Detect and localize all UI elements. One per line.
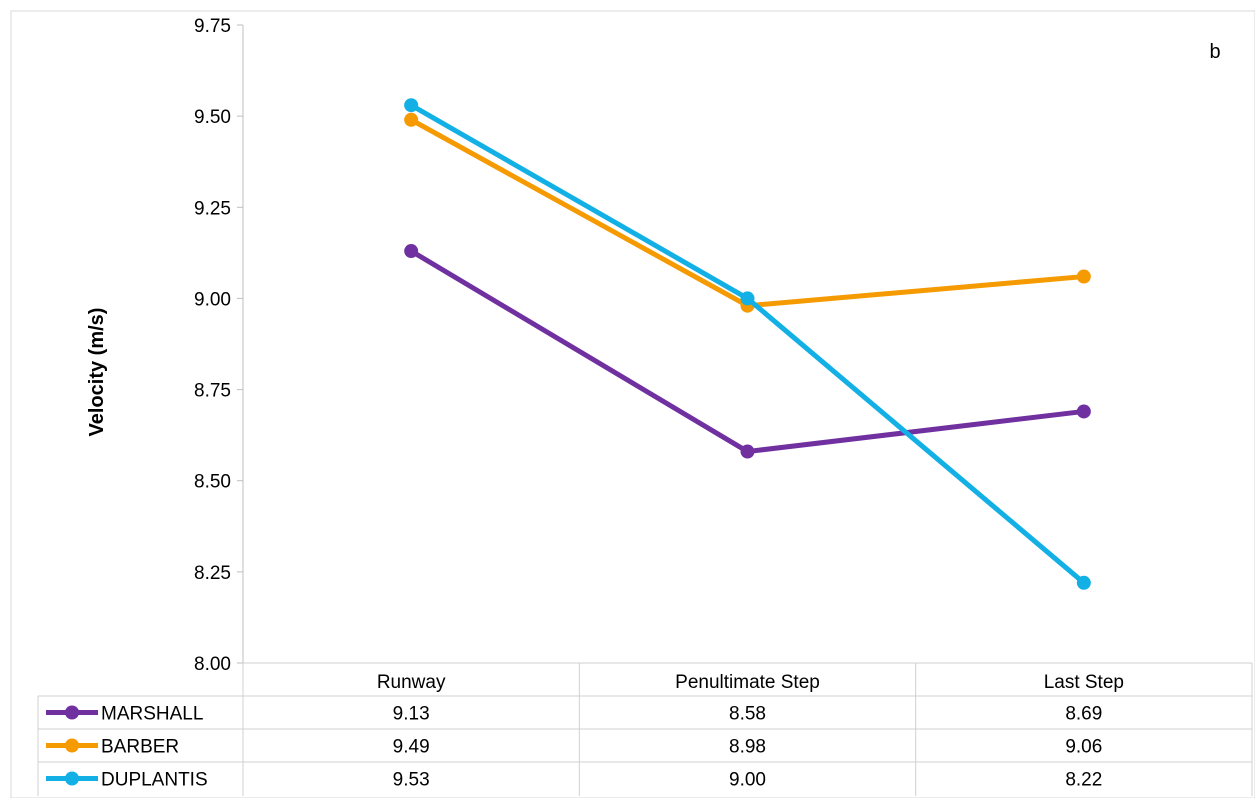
y-tick-label: 8.00 <box>194 654 231 675</box>
y-tick-label: 9.25 <box>194 198 231 219</box>
table-value: 9.13 <box>393 704 430 725</box>
y-tick-label: 8.50 <box>194 472 231 493</box>
y-tick-label: 9.50 <box>194 107 231 128</box>
legend-key-marker <box>65 771 79 786</box>
series-lines <box>404 98 1091 590</box>
data-point-barber <box>1076 269 1091 284</box>
data-table: Runway Penultimate Step Last Step MARSHALL 9… <box>37 662 1253 796</box>
legend-series-name: DUPLANTIS <box>101 770 208 791</box>
table-value: 9.06 <box>1065 737 1102 758</box>
y-axis-title: Velocity (m/s) <box>86 308 108 437</box>
category-label: Penultimate Step <box>675 672 820 693</box>
data-point-duplantis <box>404 98 419 113</box>
table-value: 9.53 <box>393 770 430 791</box>
data-point-duplantis <box>1076 575 1091 590</box>
y-tick-label: 8.25 <box>194 563 231 584</box>
table-value: 8.98 <box>729 737 766 758</box>
category-label: Runway <box>377 672 446 693</box>
legend-key-marker <box>65 705 79 720</box>
legend-key-marker <box>65 738 79 753</box>
data-point-duplantis <box>740 291 755 306</box>
data-point-marshall <box>1076 404 1091 419</box>
y-tick-label: 8.75 <box>194 381 231 402</box>
chart-area-border <box>10 10 1255 798</box>
legend-series-name: MARSHALL <box>101 704 203 725</box>
panel-label: b <box>1209 41 1220 63</box>
table-value: 8.58 <box>729 704 766 725</box>
y-tick-label: 9.75 <box>194 16 231 37</box>
table-value: 9.49 <box>393 737 430 758</box>
category-label: Last Step <box>1044 672 1124 693</box>
table-value: 8.22 <box>1065 770 1102 791</box>
data-point-barber <box>404 112 419 127</box>
y-axis: 8.00 8.25 8.50 8.75 9.00 9.25 9.50 9.75 <box>194 16 244 675</box>
data-point-marshall <box>404 244 419 259</box>
legend-series-name: BARBER <box>101 737 179 758</box>
y-tick-label: 9.00 <box>194 289 231 310</box>
table-value: 9.00 <box>729 770 766 791</box>
data-point-marshall <box>740 444 755 459</box>
table-value: 8.69 <box>1065 704 1102 725</box>
